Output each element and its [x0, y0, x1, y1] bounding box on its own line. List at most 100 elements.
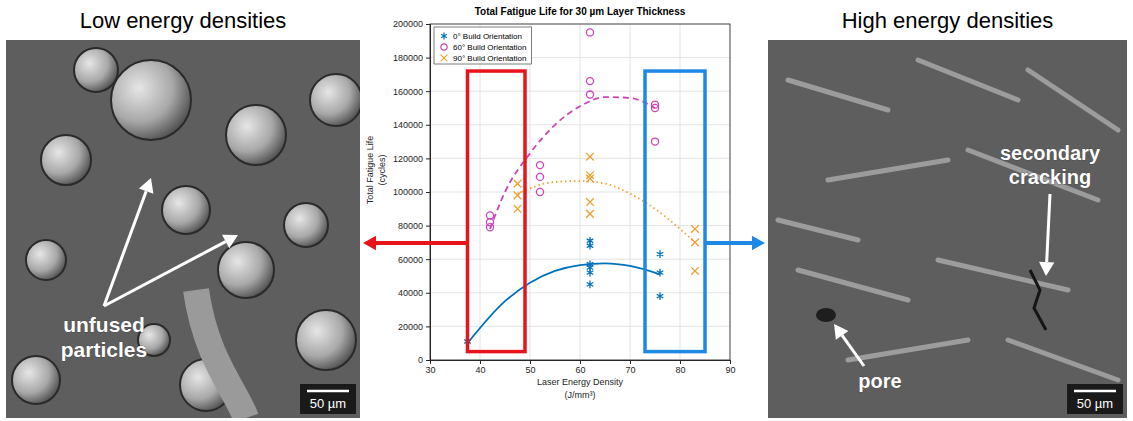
tick-label: 60000 — [398, 255, 423, 265]
tick: 180000 — [393, 53, 430, 63]
legend-marker — [441, 33, 447, 40]
y-axis-title: Total Fatigue Life — [365, 136, 375, 205]
grid — [430, 24, 730, 360]
link-arrow — [705, 241, 752, 245]
scale-bar-label: 50 µm — [310, 396, 346, 411]
tick: 0 — [418, 355, 430, 365]
axis-line — [431, 361, 731, 365]
fracture-ridge — [788, 80, 888, 110]
annotation-arrow — [104, 242, 226, 306]
particle — [41, 135, 91, 185]
particle — [162, 186, 210, 234]
tick-mark — [426, 360, 430, 361]
tick-label: 80000 — [398, 221, 423, 231]
particle — [12, 356, 60, 404]
tick-mark — [426, 58, 430, 59]
data-point — [536, 162, 543, 169]
chart: 3040506070809002000040000600008000010000… — [365, 6, 736, 400]
grid-line — [430, 91, 730, 92]
legend-box — [434, 27, 531, 64]
tick-mark — [530, 360, 531, 364]
fracture-ridge — [798, 270, 908, 300]
tick-label: 40 — [475, 365, 485, 375]
particle — [226, 105, 286, 165]
data-point — [691, 225, 699, 233]
grid-line — [430, 158, 730, 159]
tick: 80 — [675, 360, 685, 375]
micrograph-background — [768, 40, 1127, 418]
legend-label: 60° Build Orientation — [453, 43, 526, 52]
micrograph — [6, 40, 360, 418]
grid-line — [430, 259, 730, 260]
y-axis: 0200004000060000800001000001200001400001… — [393, 19, 431, 365]
tick: 70 — [625, 360, 635, 375]
y-axis-title: (cycles) — [377, 154, 387, 185]
x-axis-title: (J/mm³) — [565, 390, 596, 400]
link-arrow — [376, 241, 468, 245]
fracture-ridge — [778, 220, 858, 240]
tick: 30 — [425, 360, 435, 375]
tick-label: 120000 — [393, 154, 423, 164]
legend-marker — [441, 55, 448, 62]
annotation-text: particles — [61, 338, 147, 361]
tick: 160000 — [393, 87, 430, 97]
particle — [111, 60, 191, 140]
data-point — [691, 267, 699, 275]
scale-bar-label: 50 µm — [1077, 396, 1113, 411]
tick: 40000 — [398, 288, 430, 298]
data-point — [651, 138, 658, 145]
x-axis: 30 40 50 60 70 80 90 — [425, 360, 735, 375]
grid-line — [430, 326, 730, 327]
annotation-arrow-head — [222, 235, 238, 249]
data-point — [536, 173, 543, 180]
tick-mark — [426, 192, 430, 193]
annotation-arrow-head — [139, 178, 153, 194]
trend-line — [518, 181, 696, 242]
tick: 60000 — [398, 255, 430, 265]
data-point — [586, 198, 594, 206]
legend: 0° Build Orientation 60° Build Orientatio… — [434, 27, 531, 64]
tick: 200000 — [393, 19, 430, 29]
annotation-text: unfused — [63, 313, 145, 336]
plot-background — [430, 24, 730, 360]
tick-label: 140000 — [393, 120, 423, 130]
plot-frame — [430, 24, 730, 360]
particle — [74, 48, 118, 92]
data-point — [691, 239, 699, 247]
grid-line — [430, 225, 730, 226]
chart-title: Total Fatigue Life for 30 µm Layer Thick… — [475, 6, 686, 17]
annotation-arrow-head — [834, 324, 848, 340]
tick-label: 60 — [575, 365, 585, 375]
x-axis-title: Laser Energy Density — [537, 377, 624, 387]
tick-label: 90 — [725, 365, 735, 375]
data-point — [486, 224, 493, 231]
tick-mark — [426, 293, 430, 294]
link-arrow-head — [363, 236, 376, 250]
legend-label: 0° Build Orientation — [453, 32, 522, 41]
tick-label: 100000 — [393, 187, 423, 197]
trend-line — [490, 97, 655, 229]
tick-label: 50 — [525, 365, 535, 375]
data-point — [586, 78, 593, 85]
tick-mark — [426, 24, 430, 25]
data-point — [586, 153, 594, 161]
scale-bar-ground — [300, 384, 356, 414]
crack — [1030, 270, 1046, 330]
tick-mark — [426, 259, 430, 260]
data-point — [657, 292, 664, 300]
fracture-ridge — [848, 340, 968, 360]
data-point — [657, 269, 664, 277]
annotation-arrow — [1047, 194, 1050, 262]
pore-mark — [816, 308, 836, 322]
fracture-ridge — [1028, 70, 1118, 130]
data-point — [514, 180, 522, 188]
melt-track — [196, 290, 246, 418]
fracture-ridge — [918, 60, 1018, 100]
panel-title: High energy densities — [842, 8, 1054, 33]
highlight-box — [645, 71, 705, 352]
annotation-text: secondary — [1000, 142, 1101, 164]
tick-mark — [730, 360, 731, 364]
annotation-arrow-head — [1039, 262, 1054, 276]
data-point — [586, 175, 594, 183]
figure: unfusedparticles50 µmsecondarycrackingpo… — [0, 0, 1133, 421]
